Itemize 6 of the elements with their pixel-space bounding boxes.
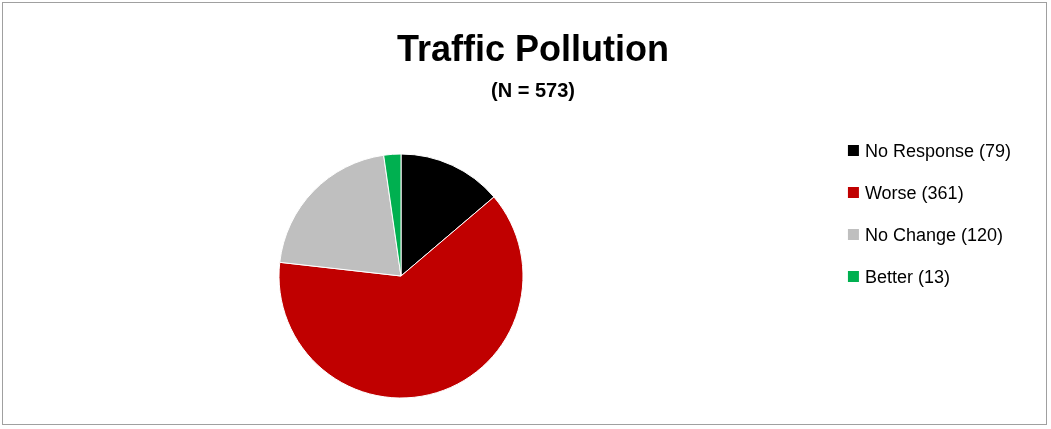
legend-label: No Response (79) <box>864 140 1011 161</box>
legend-label: Worse (361) <box>864 182 964 203</box>
legend-label: No Change (120) <box>864 224 1004 245</box>
chart-subtitle: (N = 573) <box>491 79 575 101</box>
chart-title: Traffic Pollution <box>396 27 670 69</box>
legend-label: Better (13) <box>864 266 950 287</box>
